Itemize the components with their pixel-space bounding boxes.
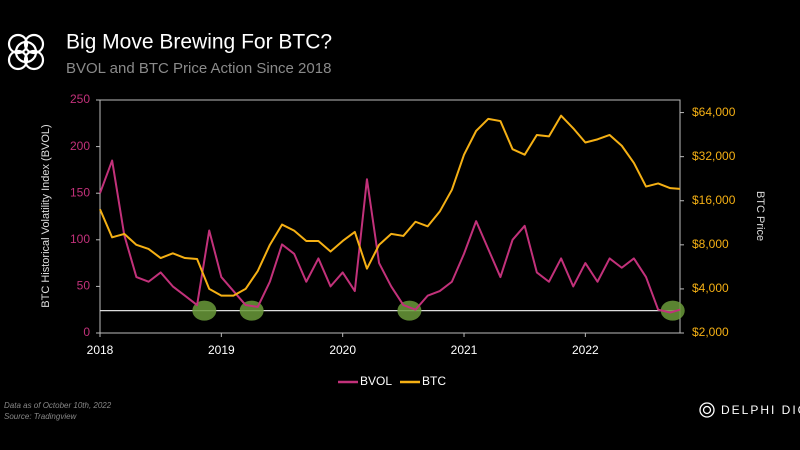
x-tick-label: 2020 — [329, 343, 356, 357]
logo-ring — [7, 33, 29, 55]
y-tick-label: 50 — [77, 279, 91, 293]
logo-ring — [7, 49, 29, 71]
brand: DELPHI DIGITAL — [721, 403, 800, 417]
highlight-circle — [192, 300, 217, 321]
highlight-circle — [397, 300, 422, 321]
brand-ring — [702, 405, 712, 415]
chart-title: Big Move Brewing For BTC? — [66, 31, 332, 54]
y2-tick-label: $64,000 — [692, 105, 736, 119]
y2-tick-label: $4,000 — [692, 281, 729, 295]
brand-ring — [699, 402, 715, 418]
logo-ring — [23, 33, 45, 55]
legend-label: BVOL — [360, 374, 392, 388]
chart-subtitle: BVOL and BTC Price Action Since 2018 — [66, 60, 331, 77]
y-axis-label: BTC Historical Volatility Index (BVOL) — [40, 124, 52, 307]
brand-logo — [699, 402, 715, 418]
y2-tick-label: $2,000 — [692, 325, 729, 339]
y2-tick-label: $32,000 — [692, 149, 736, 163]
series-line — [99, 114, 681, 297]
logo — [7, 33, 45, 71]
x-tick-label: 2021 — [451, 343, 478, 357]
note: Data as of October 10th, 2022 — [4, 401, 112, 410]
highlight-circle — [660, 300, 685, 321]
plot-frame — [99, 99, 681, 334]
y2-axis-label: BTC Price — [754, 191, 766, 241]
x-tick-label: 2018 — [87, 343, 114, 357]
series-line — [99, 159, 681, 314]
y-tick-label: 200 — [70, 139, 90, 153]
y2-tick-label: $8,000 — [692, 237, 729, 251]
logo-ring — [23, 49, 45, 71]
x-tick-label: 2022 — [572, 343, 599, 357]
y2-tick-label: $16,000 — [692, 193, 736, 207]
y-tick-label: 250 — [70, 92, 90, 106]
x-tick-label: 2019 — [208, 343, 235, 357]
source: Source: Tradingview — [4, 412, 78, 421]
y-tick-label: 0 — [83, 325, 90, 339]
legend-label: BTC — [422, 374, 446, 388]
y-tick-label: 150 — [70, 185, 90, 199]
y-tick-label: 100 — [70, 232, 90, 246]
